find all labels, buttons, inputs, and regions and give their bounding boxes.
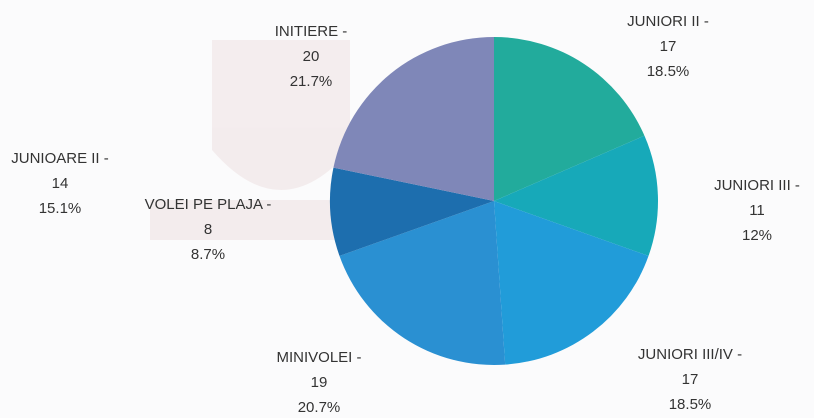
slice-percent: 8.7% [191,246,225,263]
slice-value: 17 [660,38,677,55]
slice-value: 14 [52,175,69,192]
slice-label: JUNIORI III - [714,177,800,194]
slice-label: VOLEI PE PLAJA - [145,196,272,213]
slice-percent: 18.5% [647,63,690,80]
chart: JUNIORI II - 17 18.5% JUNIORI III - 11 12% JUN… [0,0,814,418]
slice-value: 11 [749,202,765,219]
slice-label: MINIVOLEI - [276,349,361,366]
slice-value: 8 [204,221,212,238]
slice-percent: 15.1% [39,200,82,217]
slice-label: JUNIORI III/IV - [638,346,742,363]
slice-percent: 12% [742,227,772,244]
slice-percent: 21.7% [290,73,333,90]
slice-label: JUNIORI II - [627,13,709,30]
slice-percent: 20.7% [298,399,341,416]
slice-percent: 18.5% [669,396,712,413]
slice-value: 19 [311,374,328,391]
slice-label: INITIERE - [275,23,348,40]
slice-value: 17 [682,371,699,388]
slice-label: JUNIOARE II - [11,150,109,167]
slice-value: 20 [303,48,320,65]
